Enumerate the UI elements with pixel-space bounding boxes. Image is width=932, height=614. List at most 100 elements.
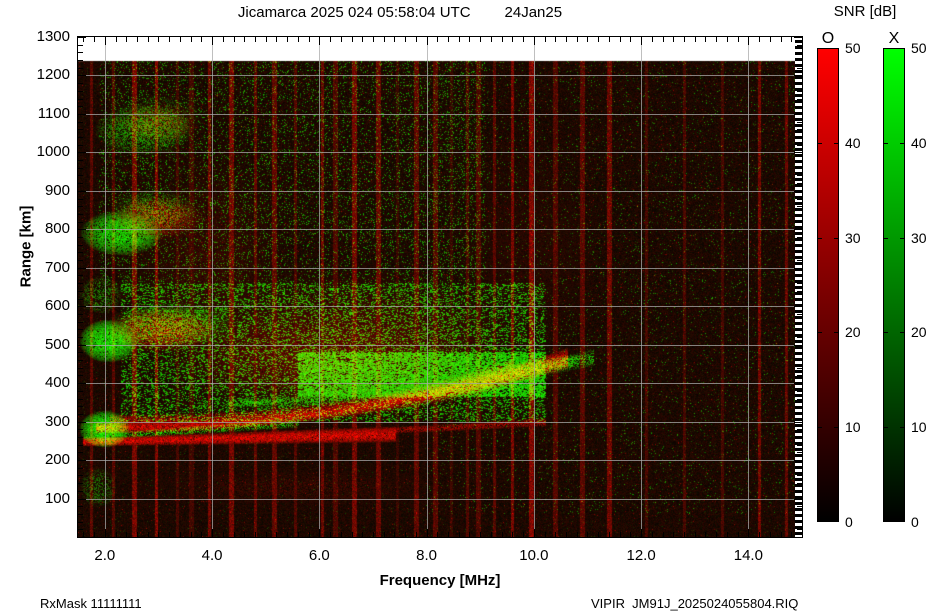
y-tick-minor-right <box>797 483 802 484</box>
x-tick-minor-top <box>244 37 245 42</box>
x-tick-minor-top <box>266 37 267 42</box>
x-tick-minor <box>352 532 353 537</box>
colorbar-x-tick <box>883 332 888 333</box>
y-tick-minor-right <box>797 468 802 469</box>
y-tick-minor-right <box>797 299 802 300</box>
colorbar-x-letter: X <box>888 30 900 47</box>
x-tick-minor <box>491 532 492 537</box>
y-tick-minor <box>78 122 83 123</box>
y-tick-minor <box>78 145 83 146</box>
x-tick-major <box>748 529 749 537</box>
x-tick-minor <box>169 532 170 537</box>
y-tick-minor <box>78 199 83 200</box>
x-tick-minor-top <box>362 37 363 42</box>
y-tick-minor <box>78 314 83 315</box>
y-tick-minor-right <box>797 83 802 84</box>
x-tick-label: 2.0 <box>94 547 116 564</box>
y-tick-major-right <box>794 37 802 38</box>
colorbar-x-tick-right <box>900 238 905 239</box>
x-tick-minor <box>480 532 481 537</box>
x-tick-minor <box>502 532 503 537</box>
x-tick-minor <box>802 532 803 537</box>
y-tick-minor <box>78 514 83 515</box>
x-tick-minor <box>523 532 524 537</box>
x-tick-minor-top <box>416 37 417 42</box>
x-axis-title: Frequency [MHz] <box>379 572 501 589</box>
y-tick-label: 300 <box>44 412 70 430</box>
x-tick-minor <box>566 532 567 537</box>
x-tick-minor-top <box>555 37 556 42</box>
y-tick-minor <box>78 291 83 292</box>
x-tick-minor <box>469 532 470 537</box>
x-tick-minor-top <box>341 37 342 42</box>
x-tick-label: 14.0 <box>733 547 763 564</box>
y-tick-minor <box>78 275 83 276</box>
x-tick-label: 8.0 <box>416 547 437 564</box>
y-tick-minor-right <box>797 99 802 100</box>
right-edge-hatch <box>795 37 802 537</box>
x-tick-minor-top <box>469 37 470 42</box>
x-tick-minor <box>448 532 449 537</box>
x-tick-minor <box>405 532 406 537</box>
x-tick-minor-top <box>459 37 460 42</box>
y-tick-minor-right <box>797 175 802 176</box>
y-tick-minor <box>78 360 83 361</box>
y-tick-minor-right <box>797 52 802 53</box>
y-tick-major <box>78 306 86 307</box>
y-tick-minor <box>78 452 83 453</box>
y-tick-minor <box>78 91 83 92</box>
x-tick-minor-top <box>630 37 631 42</box>
x-tick-minor-top <box>759 37 760 42</box>
x-tick-minor-top <box>373 37 374 42</box>
y-tick-minor <box>78 45 83 46</box>
y-tick-minor <box>78 106 83 107</box>
x-tick-major-top <box>319 37 320 45</box>
y-tick-minor-right <box>797 329 802 330</box>
x-tick-minor <box>126 532 127 537</box>
x-tick-minor <box>609 532 610 537</box>
x-tick-minor <box>770 532 771 537</box>
x-tick-minor <box>598 532 599 537</box>
y-tick-minor <box>78 445 83 446</box>
chart-title: Jicamarca 2025 024 05:58:04 UTC 24Jan25 <box>0 0 800 24</box>
colorbar-x-tick <box>883 143 888 144</box>
x-tick-minor <box>180 532 181 537</box>
colorbar-o-tick <box>817 238 822 239</box>
y-tick-minor-right <box>797 237 802 238</box>
colorbar-x-tick-right <box>900 143 905 144</box>
x-tick-major <box>641 529 642 537</box>
x-tick-major-top <box>212 37 213 45</box>
y-tick-minor <box>78 129 83 130</box>
y-tick-major-right <box>794 383 802 384</box>
x-tick-minor-top <box>94 37 95 42</box>
y-tick-minor <box>78 60 83 61</box>
y-tick-minor <box>78 483 83 484</box>
source-file-label: VIPIR JM91J_2025024055804.RIQ <box>591 596 799 611</box>
x-tick-minor <box>287 532 288 537</box>
x-tick-label: 6.0 <box>308 547 330 564</box>
y-tick-label: 200 <box>44 451 70 469</box>
y-tick-major-right <box>794 114 802 115</box>
y-tick-label: 900 <box>44 181 70 199</box>
x-tick-minor-top <box>705 37 706 42</box>
x-tick-minor-top <box>384 37 385 42</box>
x-tick-major-top <box>748 37 749 45</box>
y-tick-minor <box>78 237 83 238</box>
y-tick-major-right <box>794 306 802 307</box>
x-tick-minor <box>759 532 760 537</box>
y-tick-minor <box>78 437 83 438</box>
y-tick-major-right <box>794 499 802 500</box>
y-tick-minor-right <box>797 337 802 338</box>
y-tick-major <box>78 268 86 269</box>
colorbar-o-tick-label: 40 <box>845 135 861 151</box>
y-tick-minor <box>78 83 83 84</box>
y-tick-minor-right <box>797 314 802 315</box>
y-tick-minor <box>78 168 83 169</box>
x-tick-minor-top <box>201 37 202 42</box>
y-tick-minor-right <box>797 145 802 146</box>
rxmask-label: RxMask 11111111 <box>40 596 142 611</box>
y-tick-minor <box>78 183 83 184</box>
y-tick-minor <box>78 429 83 430</box>
y-tick-major <box>78 229 86 230</box>
y-tick-minor-right <box>797 222 802 223</box>
